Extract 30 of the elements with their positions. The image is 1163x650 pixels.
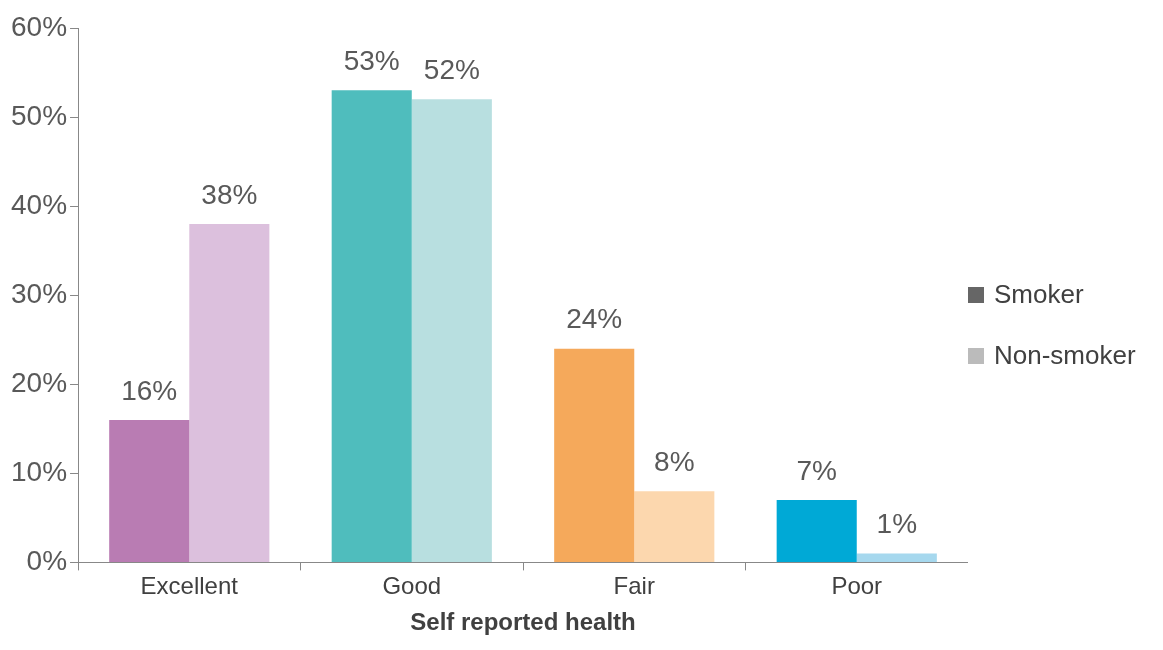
y-tick-label: 30% <box>10 277 68 309</box>
y-tick-label: 20% <box>10 366 68 398</box>
data-label: 38% <box>201 178 258 210</box>
text: Non-smoker <box>994 340 1136 371</box>
y-tick-label: 50% <box>10 99 68 131</box>
bar <box>189 223 270 562</box>
y-tick-label: 10% <box>10 456 68 488</box>
x-axis-title: Self reported health <box>410 608 636 636</box>
data-label: 53% <box>343 45 400 77</box>
x-tick-label: Excellent <box>140 572 239 600</box>
data-label: 1% <box>876 508 918 540</box>
x-tick-label: Fair <box>613 572 655 600</box>
data-label: 52% <box>423 53 480 85</box>
data-label: 16% <box>121 374 178 406</box>
bar <box>331 90 412 562</box>
y-tick-label: 40% <box>10 188 68 220</box>
bar <box>856 553 937 562</box>
y-tick-label: 60% <box>10 10 68 42</box>
text: Smoker <box>994 279 1084 310</box>
bar <box>634 491 715 562</box>
y-tick-label: 0% <box>26 545 68 577</box>
bar <box>411 99 492 562</box>
x-tick-label: Good <box>382 572 442 600</box>
bar <box>776 500 857 562</box>
data-label: 8% <box>654 445 695 477</box>
x-tick-label: Poor <box>831 572 883 600</box>
bar <box>554 348 635 562</box>
data-label: 7% <box>796 454 837 486</box>
bar <box>109 419 190 562</box>
data-label: 24% <box>566 303 623 335</box>
